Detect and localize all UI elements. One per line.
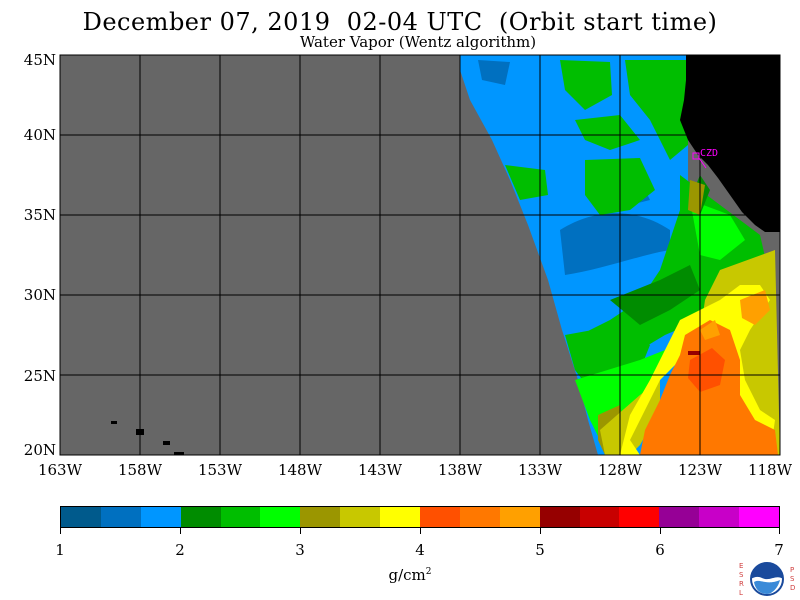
logo-left-letter: R — [739, 580, 744, 588]
map-plot-area — [60, 55, 780, 455]
colorbar-swatch — [659, 507, 700, 527]
colorbar-swatch — [739, 507, 780, 527]
colorbar-swatch — [459, 507, 500, 527]
map-gridlines — [60, 55, 780, 455]
colorbar-swatch — [180, 507, 221, 527]
colorbar-label: 6 — [655, 541, 665, 559]
colorbar-label: 1 — [55, 541, 65, 559]
colorbar-swatch — [380, 507, 421, 527]
colorbar-label: 7 — [774, 541, 784, 559]
colorbar-swatch — [699, 507, 740, 527]
noaa-logo-icon: E S R L P S D — [739, 562, 795, 597]
colorbar-label: 2 — [175, 541, 185, 559]
colorbar-label: 4 — [415, 541, 425, 559]
map-subtitle: Water Vapor (Wentz algorithm) — [299, 33, 537, 51]
station-label: CZD — [700, 148, 718, 159]
colorbar-tick — [60, 528, 61, 534]
logo-left-letter: E — [739, 562, 743, 570]
station-marker-czd: CZD — [692, 148, 718, 169]
lat-label: 45N — [23, 51, 56, 69]
lat-label: 20N — [23, 441, 56, 459]
lon-label: 133W — [517, 461, 563, 479]
lon-label: 123W — [677, 461, 723, 479]
colorbar-tick — [180, 528, 181, 534]
lat-label: 35N — [23, 206, 56, 224]
units-text: g/cm — [388, 566, 426, 584]
colorbar-tick — [779, 528, 780, 534]
colorbar-swatch — [140, 507, 181, 527]
lon-label: 153W — [197, 461, 243, 479]
map-frame — [59, 54, 781, 456]
swath-dark-red-spot — [688, 351, 700, 355]
lon-label: 143W — [357, 461, 403, 479]
lon-label: 148W — [277, 461, 323, 479]
colorbar-label: 5 — [535, 541, 545, 559]
colorbar-swatch — [499, 507, 540, 527]
logo-right-letter: P — [790, 566, 794, 574]
colorbar-swatch — [619, 507, 660, 527]
colorbar-tick — [420, 528, 421, 534]
swath-dark-green-region — [610, 175, 710, 325]
north-america-land — [680, 55, 780, 232]
colorbar-swatch — [340, 507, 381, 527]
swath-red-orange-region — [688, 348, 725, 392]
colorbar-units: g/cm2 — [370, 564, 450, 583]
swath-bright-green-region — [575, 200, 745, 440]
colorbar-swatch — [100, 507, 141, 527]
station-square-icon — [692, 152, 700, 160]
colorbar-swatch — [300, 507, 341, 527]
colorbar-swatch — [260, 507, 301, 527]
units-superscript: 2 — [425, 567, 432, 577]
lon-label: 128W — [597, 461, 643, 479]
colorbar-swatch — [220, 507, 261, 527]
logo-left-letter: L — [739, 589, 743, 597]
swath-light-orange-region — [700, 290, 770, 340]
colorbar-tick — [300, 528, 301, 534]
logo-left-letter: S — [739, 571, 744, 579]
lon-label: 163W — [37, 461, 83, 479]
colorbar-label: 3 — [295, 541, 305, 559]
colorbar-tick — [540, 528, 541, 534]
logo-right-letter: S — [790, 575, 795, 583]
lat-label: 25N — [23, 367, 56, 385]
water-vapor-map: CZD — [59, 54, 781, 456]
colorbar — [60, 506, 780, 528]
colorbar-tick — [660, 528, 661, 534]
colorbar-swatch — [420, 507, 460, 527]
page-title: December 07, 2019 02-04 UTC (Orbit start… — [82, 8, 718, 36]
colorbar-swatch — [579, 507, 620, 527]
colorbar-swatch — [61, 507, 101, 527]
lon-label: 118W — [747, 461, 793, 479]
lon-label: 138W — [437, 461, 483, 479]
lon-label: 158W — [117, 461, 163, 479]
swath-dark-blue-region — [478, 60, 670, 275]
lat-label: 40N — [23, 126, 56, 144]
lat-label: 30N — [23, 286, 56, 304]
logo-right-letter: D — [790, 584, 795, 592]
colorbar-swatch — [539, 507, 580, 527]
